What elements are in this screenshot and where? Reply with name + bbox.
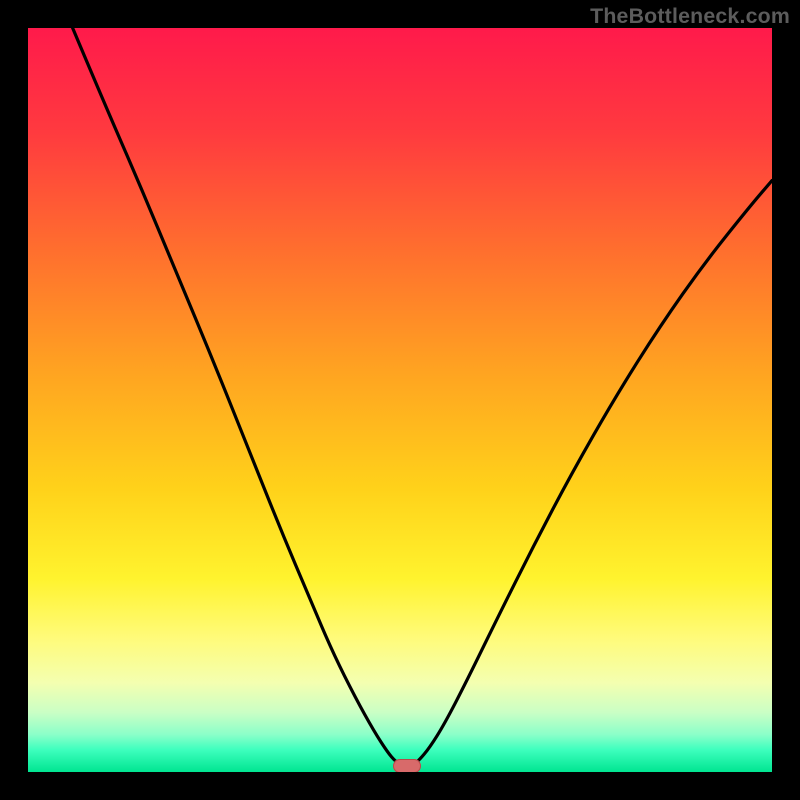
plot-area (28, 28, 772, 772)
watermark-text: TheBottleneck.com (590, 4, 790, 29)
chart-frame: TheBottleneck.com (0, 0, 800, 800)
plot-inner (28, 28, 772, 772)
bottleneck-curve (28, 28, 772, 772)
optimum-marker (393, 759, 421, 772)
curve-path (73, 28, 772, 765)
